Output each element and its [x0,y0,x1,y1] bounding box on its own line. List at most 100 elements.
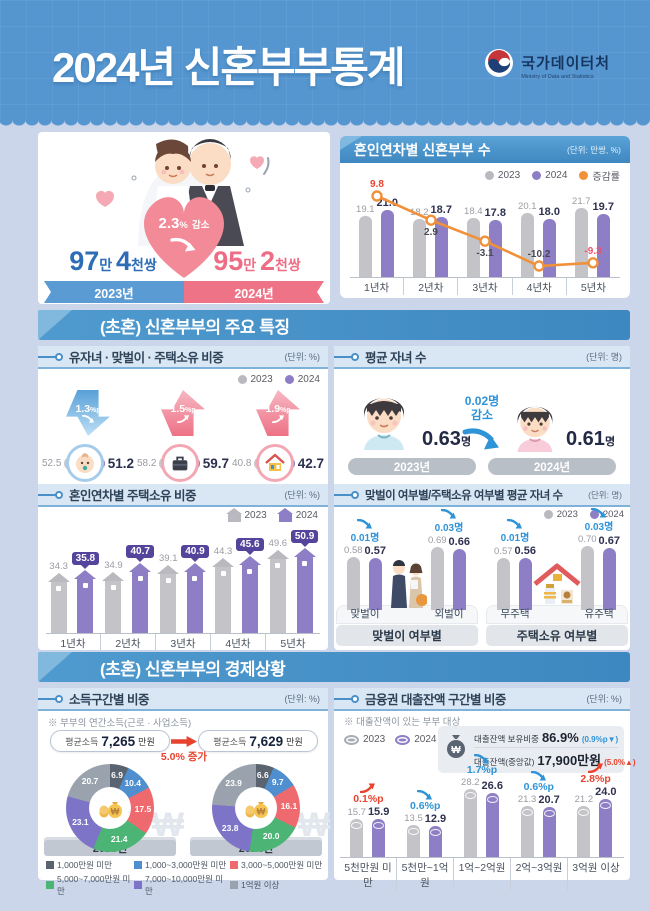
income-note: ※ 부부의 연간소득(근로 · 사업소득) [48,718,192,729]
bar-value-2023: 19.1 [356,204,375,215]
bar-value-2024: 17.8 [484,207,506,219]
chart-slot: 2.8%p 21.2 24.0 [567,763,624,857]
loans-legend: 2023 2024 [344,734,437,745]
bar-value-2023: 21.2 [574,794,594,805]
ownership-bar-chart: 34.3 35.8 34.9 40.7 39.1 40.9 44.3 45.6 49.6 50.9 [46,526,320,634]
decrease-badge: 2.3% 감소 [158,215,210,232]
ribbon-2023: 2023년 [44,281,184,303]
pie-value-label: 17.5 [134,804,152,815]
coin-icon [543,810,555,817]
legend-item: 1,000만원 미만 [46,859,134,871]
chart-slot: 1.7%p 28.2 26.6 [454,754,511,857]
legend-item: 5,000~7,000만원 미만 [46,873,134,897]
couple-icon [391,560,427,608]
bar-2024 [599,799,613,857]
chart-slot: 39.1 40.9 [156,526,211,633]
ownership-legend: 2023 2024 [226,508,318,522]
baby-icon [65,444,104,482]
delta-label: 0.01명 [351,519,379,544]
legend-item: 1,000~3,000만원 미만 [134,859,230,871]
page-title: 2024년 신혼부부통계 [52,44,406,91]
money-bag-icon: ₩ [89,787,131,829]
bar-2024 [368,558,382,610]
coin-icon [521,809,533,816]
delta-label: 2.8%p [580,763,611,785]
down-curve-arrow-icon [170,236,198,257]
increase-arrow-icon: 1.5%p [161,390,205,436]
bar-2023 [412,219,426,277]
bar-2023 [580,546,594,610]
section-banner-features: (초혼) 신혼부부의 주요 특징 [38,310,630,340]
header-banner: 2024년 신혼부부통계 국가데이터처 Ministry of Data and… [0,0,650,120]
status-group: 0.01명 0.57 0.56 무주택 0.03명 0.70 0.67 유주택 주… [486,502,628,646]
value-badge-2024: 45.6 [236,538,264,551]
house-bar-2024 [186,572,203,633]
briefcase-icon [160,444,199,482]
chart-slot: 18.4 17.8 [458,194,512,277]
house-bar-2023 [105,581,122,633]
down-curve-arrow-icon [462,426,502,455]
subhead-key-ratios: 유자녀 · 맞벌이 · 주택소유 비중 (단위: %) [38,346,328,369]
coin-icon [395,734,411,745]
bar-2024 [488,220,502,277]
decrease-arrow-icon: 1.3%p [66,390,110,436]
bullet-icon [55,352,63,361]
pie-value-label: 10.4 [124,778,141,789]
pie-value-label: 23.1 [72,816,89,827]
category-label: 2년차 [100,634,155,651]
bar-2024 [485,793,499,857]
chart-slot: 44.3 45.6 [210,526,265,633]
ownership-categories: 1년차 2년차 3년차 4년차 5년차 [46,634,320,651]
money-bag-icon: ₩ [444,733,468,764]
bar-value-2023: 13.5 [404,813,423,824]
bar-value-2024: 18.7 [430,204,452,216]
bar-value-2024: 0.57 [364,545,386,557]
category-label: 유주택 [584,608,614,620]
bar-2023 [358,216,372,277]
category-label: 4년차 [210,634,265,651]
down-curve-arrow-icon [506,519,522,529]
category-label: 2년차 [403,278,457,295]
right-arrow-icon [171,736,197,747]
bar-value-2024: 21.0 [376,197,398,209]
house-money-icon [533,563,581,604]
bar-value-2023: 34.9 [104,560,123,571]
bar-2023 [466,218,480,277]
up-curve-arrow-icon [587,763,603,773]
loan-categories: 5천만원 미만 5천만~1억원 1억~2억원 2억~3억원 3억원 이상 [340,858,624,890]
panel-yearly-header: 혼인연차별 신혼부부 수 (단위: 만쌍, %) [340,136,630,163]
chart-slot: 34.3 35.8 [46,526,101,633]
count-2024: 95만 2천쌍 [213,246,301,276]
loan-holding-row: 대출잔액 보유비중 86.9% (0.9%p▼) [474,730,619,745]
legend-item: 1억원 이상 [230,873,326,897]
value-badge-2024: 40.7 [126,545,154,558]
status-pair: 0.03명 0.69 0.66 [420,509,478,610]
category-label: 1억~2억원 [453,858,510,890]
year-pill-2023: 2023년 [348,458,476,475]
house-bar-2023 [269,559,286,633]
year-ribbon: 2023년 2024년 [44,281,324,303]
bar-value-2024: 0.67 [598,535,620,547]
panel-features-left: 유자녀 · 맞벌이 · 주택소유 비중 (단위: %) 2023 2024 1.… [38,346,328,651]
panel-income: 소득구간별 비중 (단위: %) ※ 부부의 연간소득(근로 · 사업소득) 평… [38,688,330,896]
bar-value-2024: 18.0 [538,206,560,218]
subhead-loans: 금융권 대출잔액 구간별 비중 (단위: %) [334,688,630,711]
svg-text:₩: ₩ [111,807,120,817]
pie-value-label: 23.9 [225,777,242,788]
avg-income-2023: 평균소득 7,265 만원 [50,730,170,752]
avg-income-2024: 평균소득 7,629 만원 [198,730,318,752]
agency-name: 국가데이터처 [521,54,610,72]
coin-icon [486,796,498,803]
group-label: 맞벌이 여부별 [336,625,478,646]
bar-value-2024: 24.0 [595,786,617,798]
status-group: 0.01명 0.58 0.57 맞벌이 0.03명 0.69 0.66 외벌이 맞… [336,502,478,646]
panel-yearly-title: 혼인연차별 신혼부부 수 [354,141,491,158]
ratio-pill [64,444,105,482]
pie-value-label: 20.0 [262,831,280,842]
category-label: 1년차 [364,282,390,294]
bullet-icon [55,694,63,703]
coin-icon [464,792,476,799]
yearly-bar-chart: 19.1 21.0 18.2 18.7 18.4 17.8 20.1 18.0 21.7 19.7 [350,194,620,278]
boy-child-icon [356,388,412,455]
bar-value-2023: 28.2 [461,777,480,788]
